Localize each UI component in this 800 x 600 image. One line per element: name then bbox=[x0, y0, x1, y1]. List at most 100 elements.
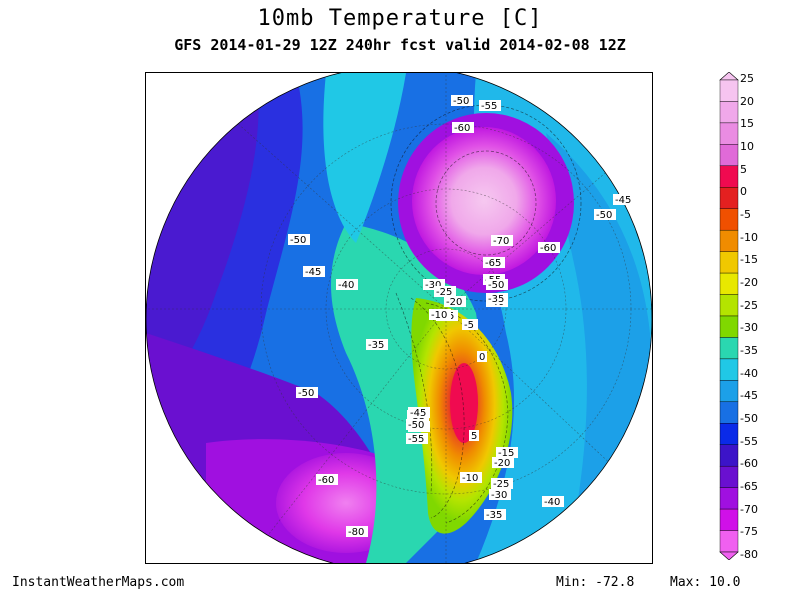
max-value-readout: Max: 10.0 bbox=[670, 575, 741, 590]
svg-text:-65: -65 bbox=[485, 258, 501, 269]
svg-text:-35: -35 bbox=[488, 294, 504, 305]
contour-label: -10 bbox=[460, 472, 482, 484]
colorbar-tick-label: -65 bbox=[740, 480, 758, 493]
svg-text:-50: -50 bbox=[290, 235, 306, 246]
svg-text:-40: -40 bbox=[338, 280, 354, 291]
contour-label: -20 bbox=[492, 457, 514, 469]
colorbar-tick-label: -60 bbox=[740, 457, 758, 471]
colorbar-tick-label: -45 bbox=[740, 389, 758, 403]
colorbar-swatch bbox=[719, 380, 739, 403]
colorbar-swatch bbox=[719, 229, 739, 252]
polar-temperature-map: -50-55-60-45-50-70-60-50-65-45-55-40-30-… bbox=[146, 73, 652, 563]
contour-label: -55 bbox=[479, 100, 501, 112]
colorbar-tick-label: 0 bbox=[740, 185, 747, 199]
contour-label: -55 bbox=[406, 433, 428, 445]
colorbar-swatch bbox=[719, 294, 739, 317]
colorbar-tick-label: -20 bbox=[740, 276, 758, 289]
colorbar-swatch bbox=[719, 423, 739, 445]
svg-text:-55: -55 bbox=[408, 434, 424, 445]
colorbar-tick-label: -55 bbox=[740, 434, 758, 448]
svg-text:-55: -55 bbox=[481, 101, 497, 112]
contour-label: 5 bbox=[469, 430, 479, 442]
colorbar-swatch bbox=[719, 530, 739, 553]
colorbar-swatch bbox=[719, 187, 739, 209]
colorbar-tick-label: 5 bbox=[740, 162, 747, 176]
contour-label: -60 bbox=[538, 242, 560, 254]
svg-text:0: 0 bbox=[479, 352, 485, 363]
colorbar-swatch bbox=[719, 487, 739, 510]
colorbar-tick-label: -40 bbox=[740, 366, 758, 380]
colorbar-bottom-arrow bbox=[719, 551, 739, 560]
colorbar-tick-label: -15 bbox=[740, 253, 758, 267]
contour-label: -45 bbox=[613, 194, 635, 206]
colorbar-swatch bbox=[719, 465, 739, 488]
svg-text:-50: -50 bbox=[596, 210, 612, 221]
svg-text:-5: -5 bbox=[464, 320, 474, 331]
contour-label: -45 bbox=[408, 407, 430, 419]
colorbar-swatch bbox=[719, 251, 739, 274]
contour-label: -5 bbox=[462, 319, 478, 331]
svg-text:-45: -45 bbox=[615, 195, 631, 206]
colorbar-tick-label: 25 bbox=[740, 72, 754, 85]
min-value-readout: Min: -72.8 bbox=[556, 575, 635, 590]
colorbar-tick-label: -80 bbox=[740, 548, 758, 561]
contour-label: -60 bbox=[452, 122, 474, 134]
svg-text:-35: -35 bbox=[486, 510, 502, 521]
svg-text:-20: -20 bbox=[494, 458, 510, 469]
map-subtitle: GFS 2014-01-29 12Z 240hr fcst valid 2014… bbox=[174, 36, 626, 54]
contour-label: -50 bbox=[486, 279, 508, 291]
svg-text:-50: -50 bbox=[408, 420, 424, 431]
colorbar-tick-label: 10 bbox=[740, 140, 754, 153]
contour-label: -80 bbox=[346, 526, 368, 538]
contour-label: -30 bbox=[423, 279, 445, 291]
contour-label: -50 bbox=[288, 234, 310, 246]
contour-label: -40 bbox=[336, 279, 358, 291]
svg-text:-25: -25 bbox=[436, 287, 452, 298]
colorbar-swatch bbox=[719, 337, 739, 360]
colorbar-swatch bbox=[719, 208, 739, 231]
contour-label: -50 bbox=[406, 419, 428, 431]
svg-text:-70: -70 bbox=[493, 236, 509, 247]
contour-label: -35 bbox=[486, 293, 508, 305]
colorbar-swatch bbox=[719, 165, 739, 188]
svg-text:-10: -10 bbox=[431, 310, 447, 321]
svg-text:-50: -50 bbox=[453, 96, 469, 107]
colorbar-tick-label: -30 bbox=[740, 321, 758, 335]
svg-text:-40: -40 bbox=[544, 497, 560, 508]
svg-text:-15: -15 bbox=[498, 448, 514, 459]
contour-label: -25 bbox=[491, 478, 513, 490]
colorbar-swatch bbox=[719, 358, 739, 381]
contour-label: -45 bbox=[303, 266, 325, 278]
contour-label: -10 bbox=[429, 309, 451, 321]
colorbar-swatch bbox=[719, 101, 739, 124]
colorbar-tick-label: -10 bbox=[740, 230, 758, 244]
svg-text:-60: -60 bbox=[454, 123, 470, 134]
svg-text:-80: -80 bbox=[348, 527, 364, 538]
colorbar-tick-label: -70 bbox=[740, 502, 758, 516]
contour-label: -20 bbox=[444, 296, 466, 308]
svg-text:-50: -50 bbox=[298, 388, 314, 399]
svg-text:-30: -30 bbox=[425, 280, 441, 291]
contour-label: -35 bbox=[484, 509, 506, 521]
colorbar-tick-label: 15 bbox=[740, 117, 754, 131]
map-frame: -50-55-60-45-50-70-60-50-65-45-55-40-30-… bbox=[145, 72, 653, 564]
source-credit: InstantWeatherMaps.com bbox=[12, 575, 185, 590]
contour-label: -50 bbox=[594, 209, 616, 221]
contour-label: -50 bbox=[451, 95, 473, 107]
colorbar-swatch bbox=[719, 401, 739, 424]
colorbar-top-arrow bbox=[719, 72, 739, 81]
svg-text:-35: -35 bbox=[368, 340, 384, 351]
contour-label: -40 bbox=[542, 496, 564, 508]
colorbar-tick-label: 20 bbox=[740, 94, 754, 108]
contour-label: -15 bbox=[496, 447, 518, 459]
colorbar-swatch bbox=[719, 79, 739, 102]
svg-text:-20: -20 bbox=[446, 297, 462, 308]
svg-text:5: 5 bbox=[471, 431, 477, 442]
contour-label: -70 bbox=[491, 235, 513, 247]
temperature-colorbar bbox=[719, 72, 739, 560]
contour-label: 0 bbox=[477, 351, 487, 363]
svg-text:-60: -60 bbox=[318, 475, 334, 486]
contour-label: -65 bbox=[483, 257, 505, 269]
svg-text:-45: -45 bbox=[305, 267, 321, 278]
svg-text:-25: -25 bbox=[493, 479, 509, 490]
